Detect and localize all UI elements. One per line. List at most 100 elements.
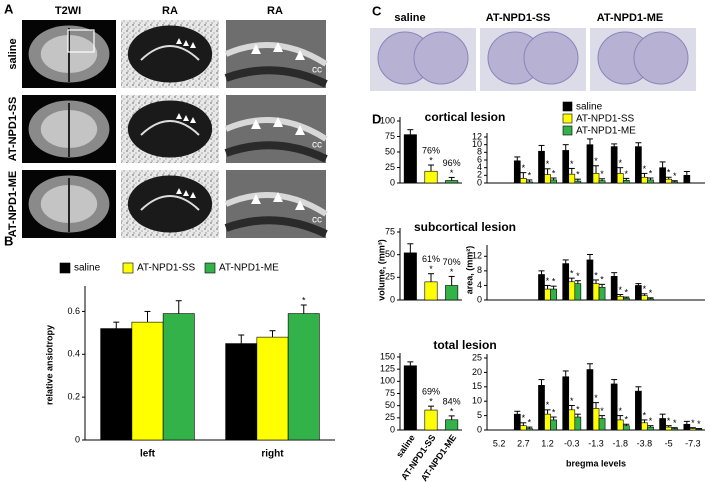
bar bbox=[562, 150, 570, 184]
legend-label: saline bbox=[576, 102, 603, 113]
bar bbox=[403, 365, 417, 431]
y-tick-label: 75 bbox=[385, 131, 395, 141]
legend-swatch bbox=[59, 262, 71, 274]
legend-label: AT-NPD1-SS bbox=[137, 263, 195, 274]
significance: * bbox=[522, 413, 526, 423]
y-tick-label: 25 bbox=[385, 162, 395, 172]
bar bbox=[647, 298, 654, 301]
arrowhead bbox=[176, 188, 182, 194]
y-tick-label: 0 bbox=[390, 177, 395, 187]
bar bbox=[695, 428, 703, 431]
column-header: RA bbox=[162, 5, 178, 17]
y-tick-label: 10 bbox=[472, 396, 482, 406]
significance: * bbox=[600, 169, 604, 179]
bar bbox=[610, 383, 618, 431]
x-tick-label: -7.3 bbox=[685, 438, 701, 448]
bar bbox=[592, 408, 600, 431]
white-matter bbox=[140, 195, 200, 211]
tissue bbox=[224, 66, 328, 88]
bar bbox=[598, 418, 606, 431]
significance: * bbox=[528, 417, 532, 427]
bar bbox=[445, 180, 459, 184]
arrowhead bbox=[190, 42, 196, 48]
y-tick-label: 0 bbox=[75, 434, 80, 444]
significance: * bbox=[643, 164, 647, 174]
arrowhead bbox=[251, 44, 261, 54]
significance: * bbox=[450, 406, 454, 416]
significance: * bbox=[643, 410, 647, 420]
significance: * bbox=[625, 287, 629, 297]
y-tick-label: 0 bbox=[477, 177, 482, 187]
y-axis-label: relative ansiotropy bbox=[44, 325, 54, 405]
y-tick-label: 12 bbox=[472, 131, 482, 141]
bar bbox=[622, 425, 630, 431]
y-tick-label: 150 bbox=[380, 351, 395, 361]
cc-label: cc bbox=[312, 65, 322, 76]
row-label: AT-NPD1-SS bbox=[7, 97, 19, 162]
bar bbox=[550, 419, 557, 431]
y-tick-label: 2 bbox=[477, 170, 482, 180]
bar bbox=[671, 428, 679, 431]
bar bbox=[635, 146, 642, 184]
arrowhead bbox=[295, 200, 305, 210]
significance: * bbox=[643, 284, 647, 294]
significance: * bbox=[618, 158, 622, 168]
bar bbox=[598, 286, 606, 301]
bar bbox=[568, 281, 576, 301]
significance: * bbox=[302, 295, 306, 305]
bar bbox=[526, 181, 533, 184]
bar bbox=[424, 170, 438, 184]
significance: * bbox=[576, 271, 580, 281]
significance: * bbox=[450, 267, 454, 277]
bar bbox=[671, 181, 679, 184]
arrowhead bbox=[190, 117, 196, 123]
arrowhead bbox=[251, 119, 261, 129]
significance: * bbox=[673, 171, 677, 181]
hemisphere bbox=[413, 31, 469, 85]
legend-swatch bbox=[562, 101, 573, 112]
bar bbox=[162, 313, 195, 441]
panel-letter: D bbox=[372, 111, 381, 126]
legend-swatch bbox=[122, 262, 134, 274]
bar bbox=[683, 175, 691, 184]
y-tick-label: 12 bbox=[472, 251, 482, 261]
cc-label: cc bbox=[312, 140, 322, 151]
significance: * bbox=[552, 407, 556, 417]
panel-letter: A bbox=[4, 1, 14, 16]
reduction-label: 76% bbox=[422, 145, 440, 155]
bar bbox=[544, 288, 551, 301]
bar bbox=[445, 285, 459, 301]
legend-swatch bbox=[562, 125, 573, 136]
bar bbox=[586, 259, 594, 301]
y-tick-label: 20 bbox=[472, 367, 482, 377]
tissue bbox=[224, 141, 328, 163]
brain bbox=[127, 25, 213, 83]
bar bbox=[538, 274, 545, 301]
y-tick-label: 6 bbox=[477, 154, 482, 164]
y-tick-label: 75 bbox=[385, 388, 395, 398]
arrowhead bbox=[295, 125, 305, 135]
y-tick-label: 15 bbox=[472, 381, 482, 391]
bar bbox=[520, 425, 527, 431]
tissue bbox=[224, 216, 328, 238]
bar bbox=[100, 328, 133, 441]
reduction-label: 96% bbox=[443, 158, 461, 168]
significance: * bbox=[594, 156, 598, 166]
roi-box bbox=[67, 29, 95, 53]
significance: * bbox=[600, 275, 604, 285]
x-tick-label: right bbox=[261, 449, 284, 460]
significance: * bbox=[697, 419, 701, 429]
legend-swatch bbox=[204, 262, 216, 274]
bar bbox=[635, 390, 642, 431]
bar bbox=[659, 418, 666, 431]
x-tick-label: 2.7 bbox=[517, 438, 530, 448]
legend-label: AT-NPD1-ME bbox=[219, 263, 279, 274]
chart-title: cortical lesion bbox=[425, 110, 506, 124]
panel-letter: B bbox=[4, 233, 13, 248]
bar bbox=[568, 173, 576, 184]
y-tick-label: 50 bbox=[385, 249, 395, 259]
significance: * bbox=[546, 276, 550, 286]
significance: * bbox=[576, 170, 580, 180]
legend-label: AT-NPD1-ME bbox=[576, 126, 636, 137]
legend-label: saline bbox=[74, 263, 101, 274]
